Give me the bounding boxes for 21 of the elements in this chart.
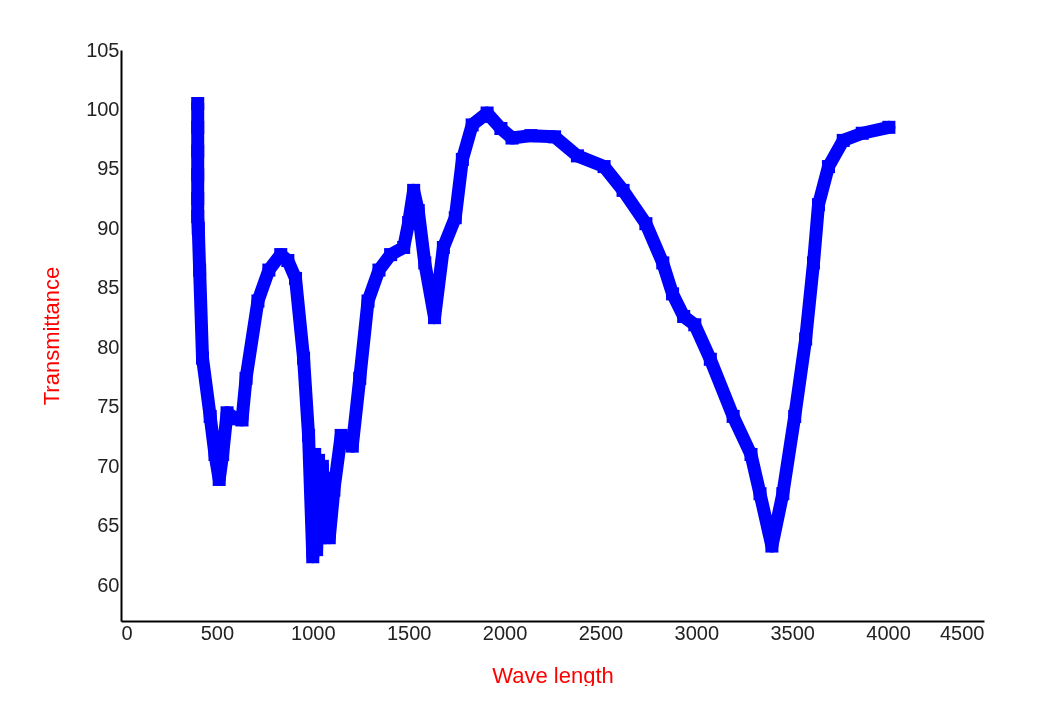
y-tick-label: 85	[97, 276, 120, 299]
y-tick-label: 100	[86, 97, 120, 120]
x-tick-label: 2500	[578, 621, 624, 644]
x-tick-label: 1500	[386, 621, 432, 644]
y-tick-label: 70	[97, 454, 120, 477]
y-tick-label: 80	[97, 335, 120, 358]
y-tick-label: 90	[97, 216, 120, 239]
y-tick-label: 75	[97, 395, 120, 418]
y-tick-label: 60	[97, 573, 120, 596]
y-tick-label: 95	[97, 157, 120, 180]
x-tick-label: 4000	[866, 621, 911, 644]
x-tick-label: 0	[121, 621, 133, 644]
x-tick-label: 3500	[770, 621, 815, 644]
x-tick-label: 2000	[482, 621, 528, 644]
y-tick-label: 105	[86, 38, 120, 61]
x-tick-label: 1000	[291, 621, 336, 644]
x-tick-label: 3000	[674, 621, 720, 644]
y-tick-label: 65	[97, 514, 120, 537]
x-tick-label: 4500	[940, 621, 985, 644]
x-tick-label: 500	[200, 621, 235, 644]
y-axis-title: Transmittance	[39, 266, 65, 406]
